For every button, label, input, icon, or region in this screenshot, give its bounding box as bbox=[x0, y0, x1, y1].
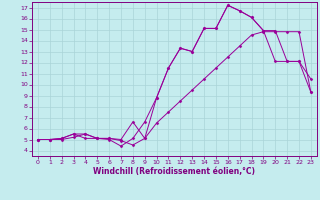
X-axis label: Windchill (Refroidissement éolien,°C): Windchill (Refroidissement éolien,°C) bbox=[93, 167, 255, 176]
